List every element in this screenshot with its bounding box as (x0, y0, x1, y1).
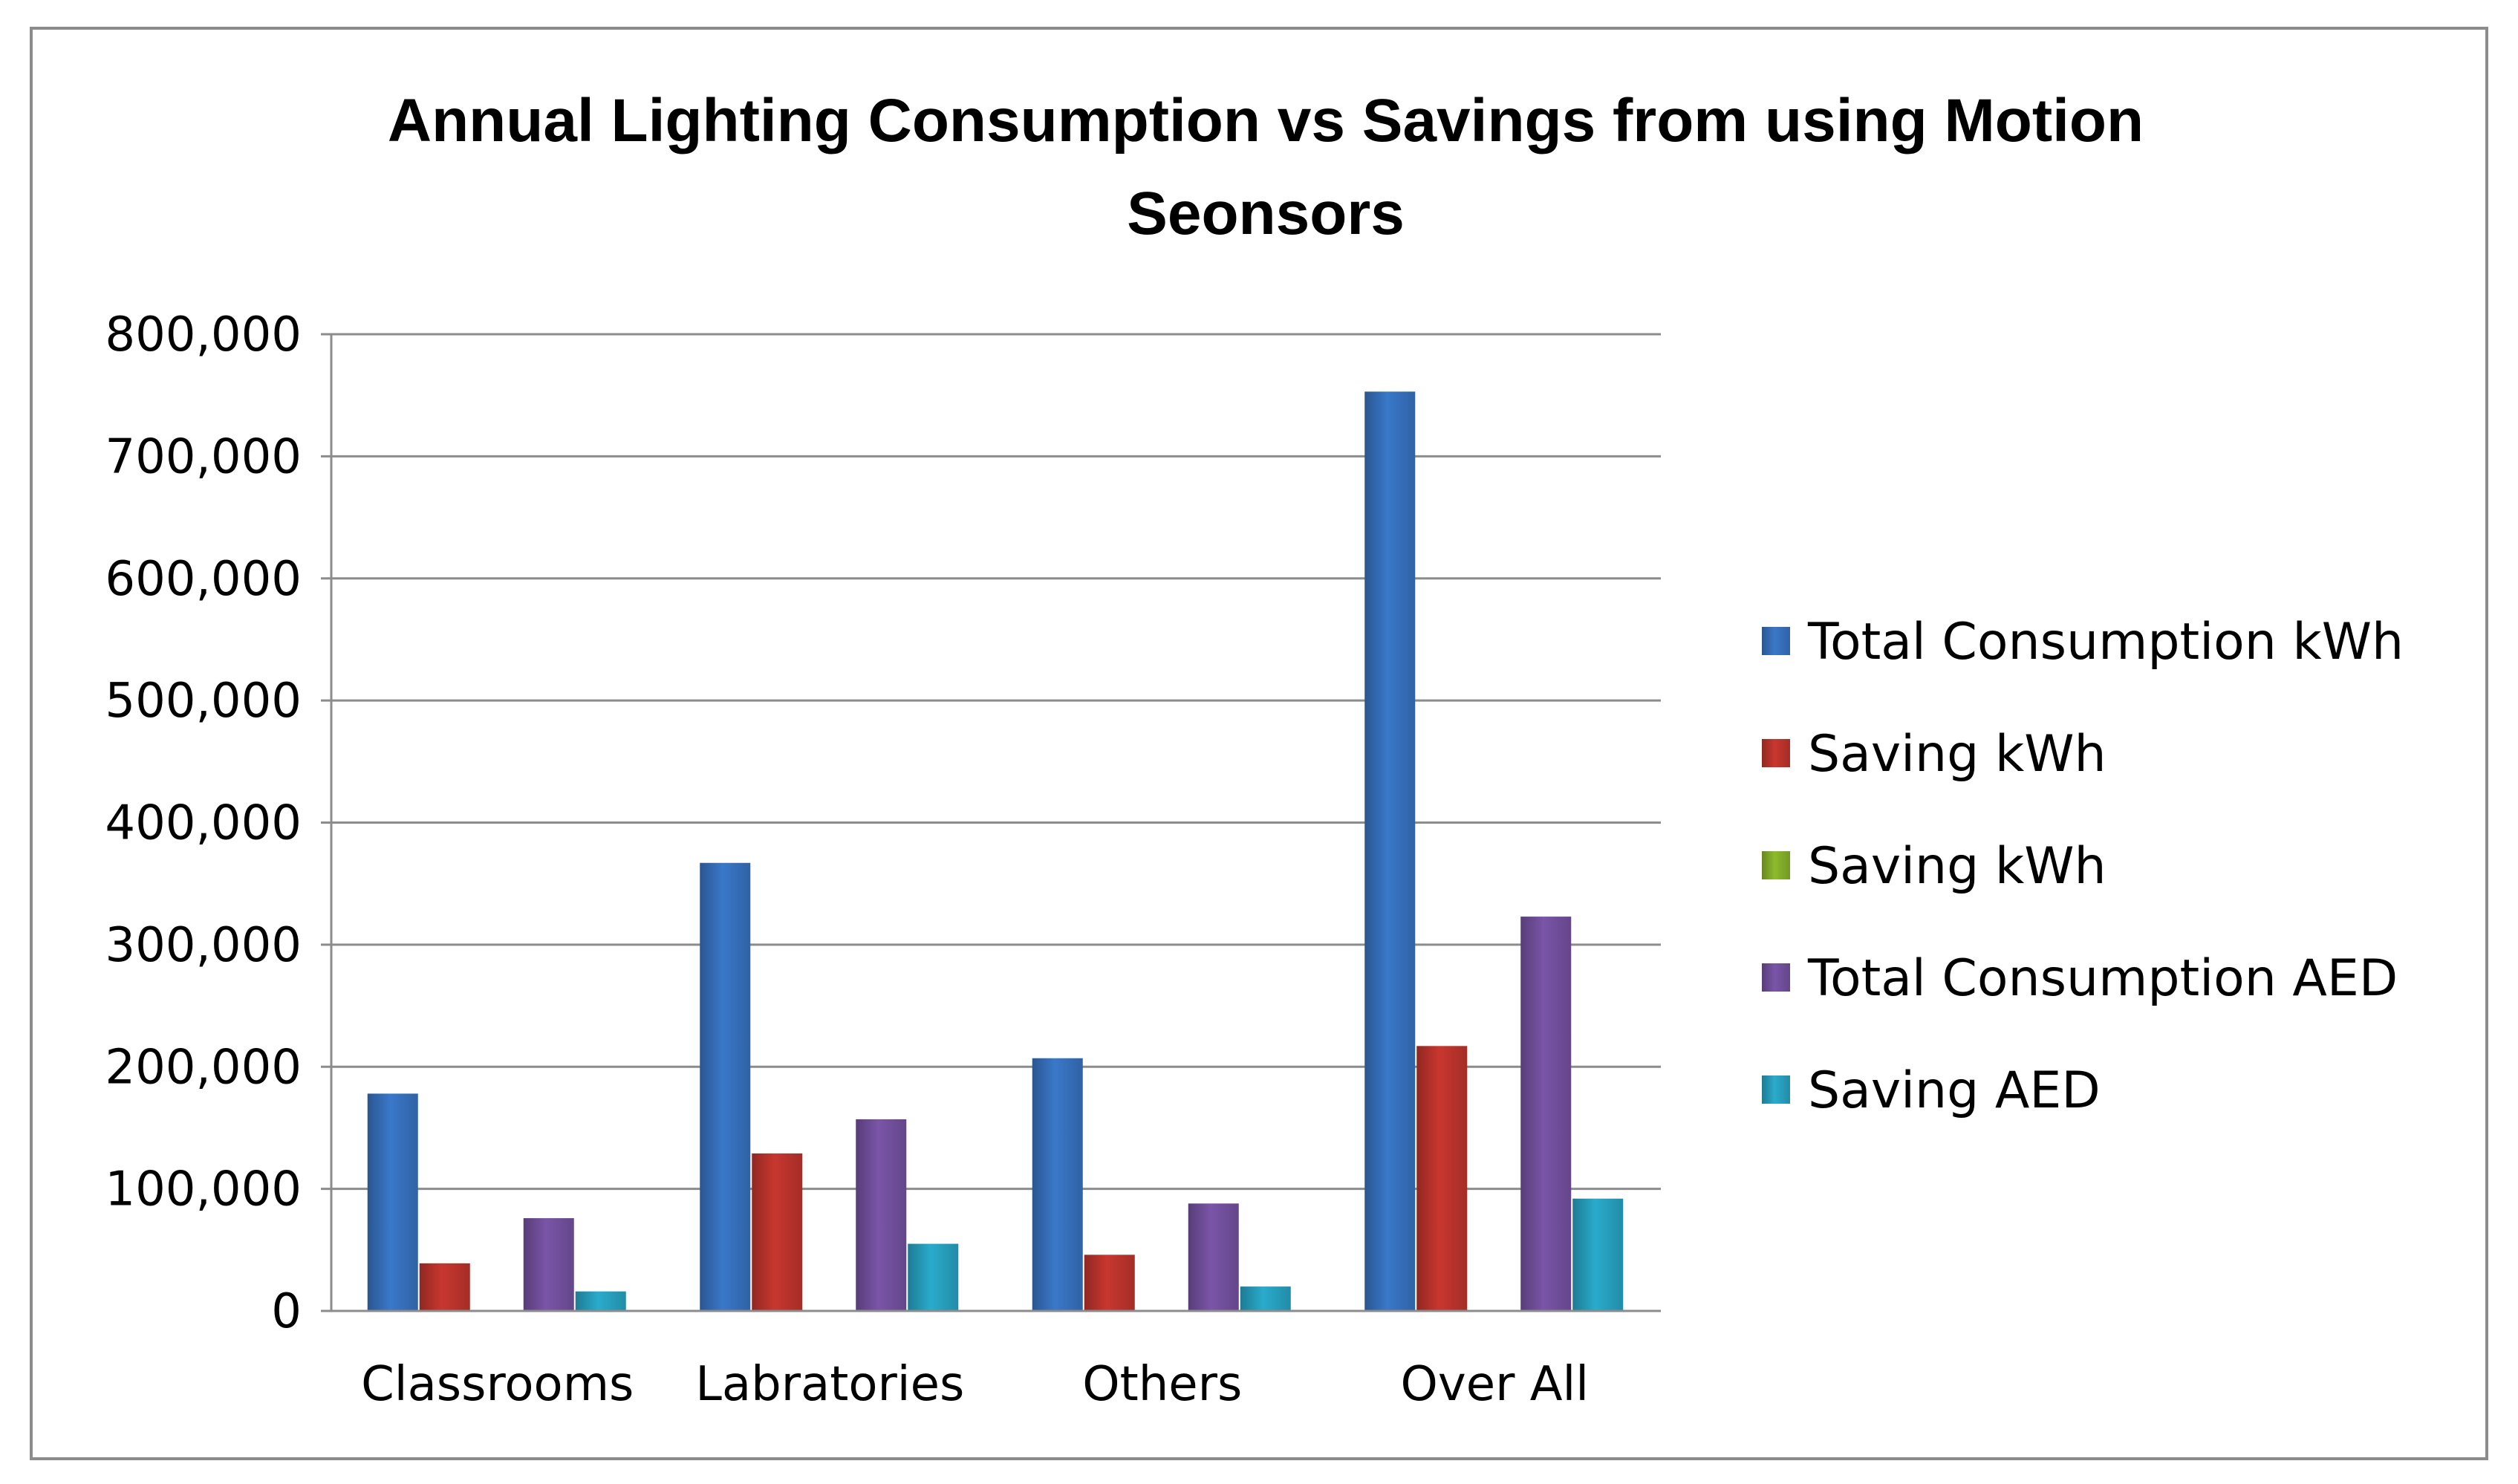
y-tick-label-0: 0 (271, 1284, 302, 1339)
legend-label-2: Saving kWh (1808, 837, 2107, 896)
y-tick-label-4: 400,000 (105, 796, 302, 851)
bar-over-all-series-4-saving-aed (1572, 1198, 1624, 1311)
bar-classrooms-series-1-saving-kwh (419, 1263, 470, 1311)
bar-labratories-series-1-saving-kwh (752, 1153, 803, 1311)
category-label-classrooms: Classrooms (361, 1357, 634, 1412)
chart-frame: Annual Lighting Consumption vs Savings f… (30, 27, 2488, 1460)
bar-over-all-series-1-saving-kwh (1416, 1046, 1468, 1311)
y-tick-label-5: 500,000 (105, 674, 302, 729)
bar-classrooms-series-4-saving-aed (575, 1291, 626, 1311)
bar-others-series-0-total-consumption-kwh (1032, 1058, 1083, 1311)
legend-label-1: Saving kWh (1808, 725, 2107, 784)
legend-swatch-1 (1762, 739, 1790, 767)
category-label-labratories: Labratories (695, 1357, 964, 1412)
legend-swatch-3 (1762, 963, 1790, 992)
legend-swatch-0 (1762, 627, 1790, 655)
y-tick-label-8: 800,000 (105, 307, 302, 362)
category-label-over-all: Over All (1400, 1357, 1589, 1412)
bar-others-series-1-saving-kwh (1084, 1254, 1135, 1311)
chart-title-line-1: Annual Lighting Consumption vs Savings f… (388, 87, 2144, 154)
y-tick-label-1: 100,000 (105, 1162, 302, 1217)
bar-labratories-series-4-saving-aed (908, 1243, 959, 1311)
y-tick-label-6: 600,000 (105, 552, 302, 607)
bar-classrooms-series-3-total-consumption-aed (523, 1218, 574, 1311)
bar-chart: Annual Lighting Consumption vs Savings f… (105, 87, 2404, 1412)
bar-over-all-series-3-total-consumption-aed (1520, 917, 1572, 1311)
bar-labratories-series-3-total-consumption-aed (856, 1119, 907, 1311)
y-tick-label-3: 300,000 (105, 918, 302, 973)
legend-label-0: Total Consumption kWh (1807, 613, 2404, 671)
legend-label-4: Saving AED (1808, 1061, 2101, 1120)
y-tick-label-2: 200,000 (105, 1040, 302, 1095)
grid-lines (321, 333, 1661, 1312)
legend-swatch-2 (1762, 851, 1790, 879)
legend-swatch-4 (1762, 1075, 1790, 1104)
bar-classrooms-series-0-total-consumption-kwh (367, 1093, 418, 1311)
bar-labratories-series-0-total-consumption-kwh (700, 862, 751, 1311)
legend: Total Consumption kWh Saving kWh Saving kW… (1762, 613, 2404, 1120)
legend-label-3: Total Consumption AED (1807, 949, 2398, 1008)
bar-others-series-4-saving-aed (1240, 1286, 1291, 1311)
category-label-others: Others (1082, 1357, 1242, 1412)
category-labels: Classrooms Labratories Others Over All (361, 1357, 1589, 1412)
bar-over-all-series-0-total-consumption-kwh (1364, 391, 1416, 1311)
bars (367, 391, 1624, 1311)
chart-title-line-2: Seonsors (1127, 180, 1405, 247)
bar-others-series-3-total-consumption-aed (1188, 1203, 1239, 1311)
y-tick-label-7: 700,000 (105, 429, 302, 484)
y-axis-tick-labels: 0 100,000 200,000 300,000 400,000 500,000 600,… (105, 307, 302, 1339)
